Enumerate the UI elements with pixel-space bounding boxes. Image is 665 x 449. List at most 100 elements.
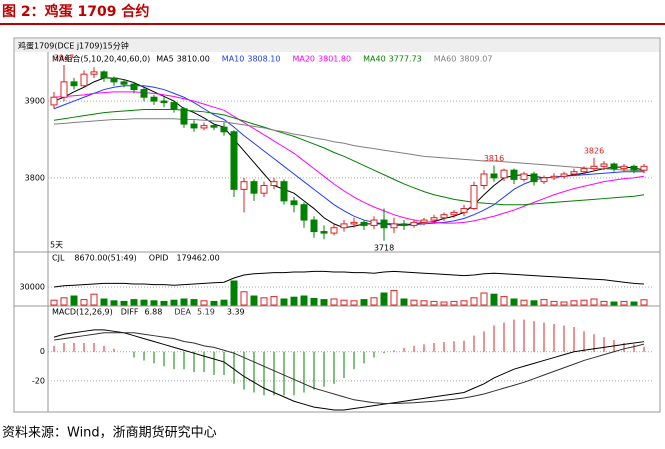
candle-body: [410, 221, 418, 226]
volume-bar: [360, 299, 368, 306]
legend-value: 3801.80: [318, 55, 351, 64]
volume-bar: [580, 299, 588, 306]
volume-bar: [480, 292, 488, 306]
legend-name: DIFF: [121, 308, 139, 317]
panel-title: MACD(12,26,9): [52, 308, 113, 317]
candle-body: [620, 165, 628, 170]
volume-bar: [420, 300, 428, 306]
y-tick-label: 0: [40, 347, 45, 356]
chart-subtitle: 鸡蛋1709(DCE j1709)15分钟: [18, 41, 129, 51]
candle-body: [470, 185, 478, 210]
legend-value: 3777.73: [389, 55, 422, 64]
candle-body: [500, 169, 508, 179]
y-tick-label: 3800: [25, 173, 45, 182]
price-annotation: 3947: [54, 53, 74, 62]
volume-bar: [550, 300, 558, 306]
legend-value: 3.39: [227, 308, 245, 317]
candle-body: [230, 131, 238, 190]
volume-bar: [200, 300, 208, 306]
volume-bar: [140, 299, 148, 306]
volume-bar: [50, 299, 58, 306]
volume-bar: [600, 300, 608, 306]
volume-bar: [450, 300, 458, 306]
candle-body: [510, 169, 518, 180]
candle-body: [570, 171, 578, 175]
volume-bar: [160, 300, 168, 306]
volume-bar: [90, 293, 98, 306]
legend-name: MA20: [292, 55, 315, 64]
candle-body: [600, 163, 608, 167]
macd-line: [53, 329, 645, 411]
legend-value: 8670.00(51:49): [74, 254, 136, 263]
candle-body: [310, 219, 318, 233]
candle-body: [560, 173, 568, 177]
candle-body: [250, 181, 258, 194]
volume-bar: [120, 300, 128, 306]
candle-body: [170, 102, 178, 110]
volume-bar: [340, 299, 348, 306]
candle-body: [400, 223, 408, 226]
volume-bar: [170, 299, 178, 306]
candle-body: [580, 168, 588, 173]
volume-bar: [310, 297, 318, 306]
open-interest-line: [53, 270, 645, 288]
candle-body: [300, 204, 308, 221]
candle-body: [150, 96, 158, 102]
volume-bar: [370, 297, 378, 306]
volume-bar: [240, 291, 248, 306]
volume-bar: [60, 297, 68, 306]
candle-body: [290, 200, 298, 206]
volume-bar: [510, 298, 518, 306]
candle-body: [90, 71, 98, 75]
candle-body: [340, 223, 348, 229]
candle-body: [120, 81, 128, 85]
candle-body: [490, 173, 498, 179]
candle-body: [360, 221, 368, 226]
toolbar: [15, 39, 659, 52]
candle-body: [390, 223, 398, 229]
volume-bar: [430, 300, 438, 306]
ma-line: [53, 91, 645, 224]
ma-line: [53, 118, 645, 172]
volume-bar: [80, 299, 88, 306]
volume-bar: [190, 299, 198, 306]
macd-line: [53, 332, 645, 404]
candle-body: [200, 125, 208, 129]
price-annotation: 3718: [374, 243, 394, 252]
volume-bar: [460, 300, 468, 306]
volume-bar: [210, 300, 218, 306]
volume-bar: [560, 301, 568, 306]
volume-bar: [590, 298, 598, 306]
volume-bar: [470, 297, 478, 306]
candle-body: [430, 217, 438, 221]
candle-body: [450, 211, 458, 216]
volume-bar: [570, 300, 578, 306]
candle-body: [640, 165, 648, 171]
candle-body: [440, 214, 448, 219]
candle-body: [220, 126, 228, 133]
candle-body: [610, 163, 618, 170]
candle-body: [350, 221, 358, 225]
candle-body: [50, 96, 58, 106]
candle-body: [530, 173, 538, 183]
candle-body: [190, 123, 198, 129]
volume-bar: [390, 290, 398, 306]
volume-bar: [630, 301, 638, 306]
candle-body: [80, 73, 88, 87]
volume-bar: [70, 295, 78, 306]
candle-body: [70, 81, 78, 87]
candle-body: [380, 219, 388, 229]
volume-bar: [520, 299, 528, 306]
candle-body: [550, 175, 558, 179]
period-label: 5天: [50, 241, 63, 250]
volume-bar: [380, 292, 388, 306]
candle-body: [110, 77, 118, 83]
legend-name: OPID: [149, 254, 169, 263]
volume-bar: [110, 300, 118, 306]
legend-value: 3810.00: [177, 55, 210, 64]
candle-body: [130, 83, 138, 91]
candle-body: [260, 185, 268, 194]
volume-bar: [130, 299, 138, 306]
y-tick-label: 30000: [20, 283, 45, 292]
